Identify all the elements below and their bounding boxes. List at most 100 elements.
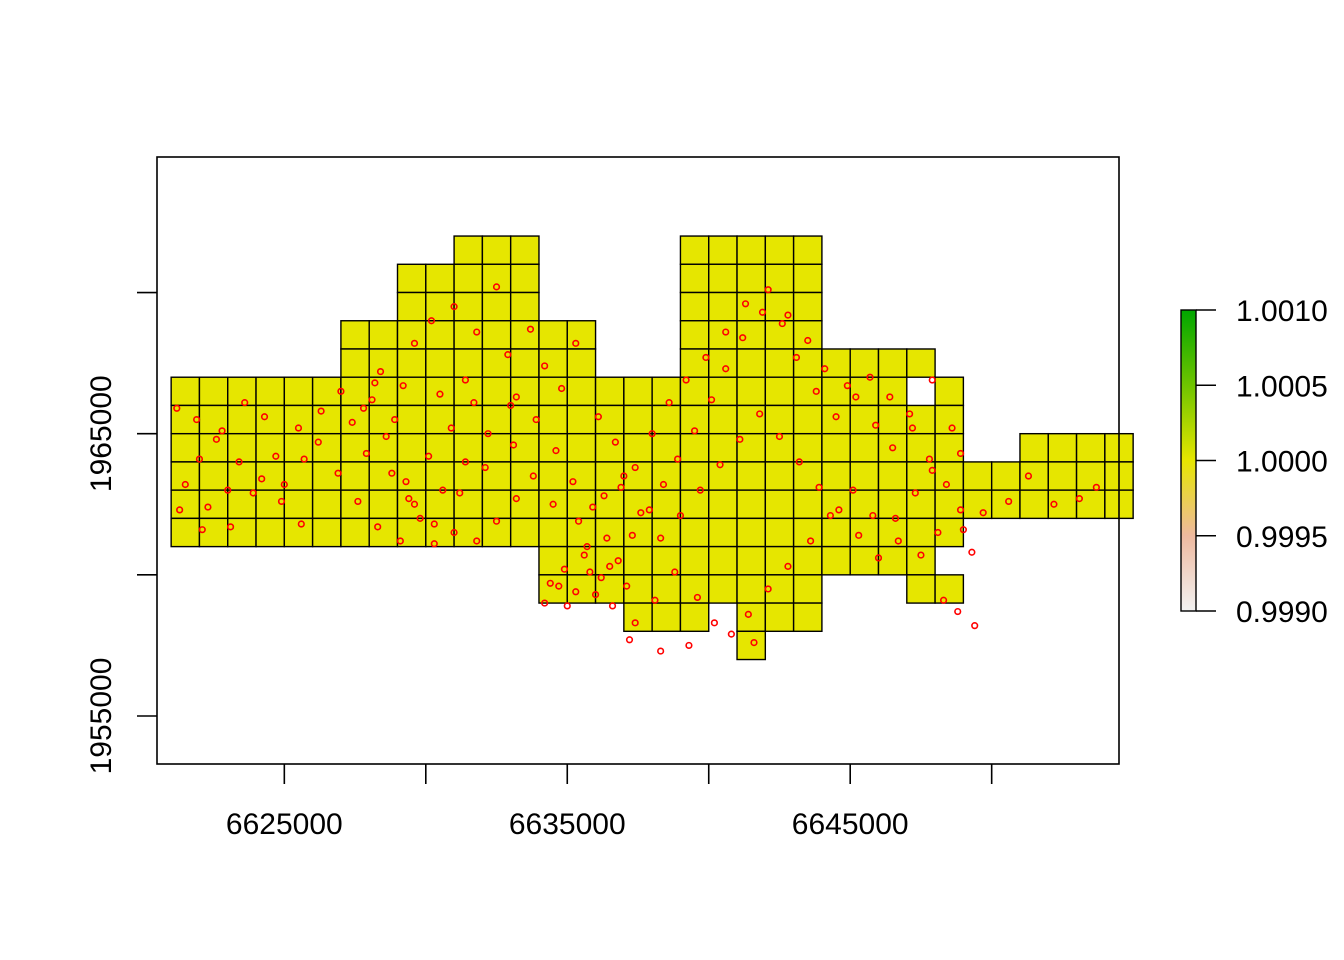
data-point (396, 537, 404, 545)
x-tick-label: 6645000 (792, 808, 909, 841)
raster-cell (764, 348, 795, 378)
legend-tick-label: 1.0005 (1236, 370, 1328, 403)
raster-cell (764, 263, 795, 294)
data-point (784, 311, 792, 319)
raster-cell (227, 489, 257, 520)
data-point (756, 410, 764, 418)
raster-cell (651, 461, 682, 491)
raster-cell (311, 489, 342, 520)
data-point (948, 424, 956, 432)
raster-cell (396, 376, 427, 407)
data-point (391, 415, 399, 424)
raster-cell (509, 517, 540, 548)
data-point (193, 415, 201, 424)
raster-cell (679, 517, 710, 548)
data-point (1050, 500, 1058, 508)
data-point (685, 641, 693, 650)
raster-cell (566, 320, 597, 350)
raster-cell (821, 432, 851, 463)
raster-cell (170, 432, 201, 463)
raster-cell (877, 432, 908, 463)
data-point (317, 407, 325, 415)
data-point (368, 396, 376, 404)
data-point (249, 489, 257, 497)
raster-cell (340, 348, 370, 378)
data-point (710, 619, 718, 627)
data-point (702, 353, 710, 362)
raster-cell (255, 517, 286, 548)
raster-cell (594, 461, 625, 491)
raster-cell (283, 489, 314, 520)
raster-cell (821, 348, 851, 378)
raster-cell (877, 376, 908, 407)
data-point (843, 382, 851, 390)
data-point (606, 562, 614, 570)
data-point (425, 452, 433, 460)
raster-cell (679, 291, 710, 322)
data-point (348, 418, 356, 426)
raster-cell (821, 376, 851, 407)
data-point (546, 579, 554, 587)
data-point (815, 483, 823, 491)
data-point (558, 384, 566, 393)
data-point (956, 449, 965, 458)
data-point (504, 351, 512, 359)
raster-cell (736, 348, 767, 378)
data-point (764, 585, 772, 593)
data-point (560, 565, 569, 573)
data-point (855, 531, 863, 539)
raster-cell (170, 489, 201, 520)
raster-cell (453, 291, 484, 322)
raster-cell (679, 602, 710, 633)
y-tick-label: 1965000 (85, 375, 118, 492)
data-point (258, 475, 266, 483)
data-point (792, 353, 801, 362)
raster-cell (792, 574, 823, 604)
raster-cell (906, 489, 936, 520)
raster-cell (934, 517, 965, 548)
raster-cell (481, 348, 512, 378)
raster-cell (396, 263, 427, 294)
raster-cell (792, 235, 823, 265)
data-point (736, 435, 744, 443)
data-point (925, 455, 934, 463)
data-point (591, 591, 600, 599)
data-point (410, 500, 419, 508)
raster-cell (906, 574, 936, 604)
data-point (484, 430, 492, 438)
raster-cell (764, 291, 795, 322)
data-point (758, 308, 767, 316)
raster-cell (566, 348, 597, 378)
data-point (954, 607, 962, 616)
raster-cell (198, 461, 229, 491)
data-point (889, 444, 897, 452)
raster-cell (453, 461, 484, 491)
y-axis: 1955000 1965000 (85, 291, 157, 774)
data-point (674, 455, 682, 463)
raster-cell (538, 404, 568, 435)
raster-cell (340, 404, 370, 435)
raster-cell (1075, 489, 1106, 520)
data-point (866, 373, 874, 381)
raster-cell (594, 574, 625, 604)
plot-frame (156, 156, 1120, 765)
data-point (628, 531, 636, 539)
raster-cell (227, 432, 257, 463)
raster-cell (340, 432, 370, 463)
data-point (204, 503, 212, 511)
data-point (623, 582, 631, 590)
raster-cell (509, 235, 540, 265)
raster-cell (736, 432, 767, 463)
raster-cell (679, 376, 710, 407)
data-point (541, 362, 549, 370)
raster-cell (736, 376, 767, 407)
raster-cell (425, 461, 455, 491)
raster-cell (877, 489, 908, 520)
raster-cell (509, 489, 540, 520)
raster-cell (708, 320, 738, 350)
raster-cell (538, 461, 568, 491)
raster-cell (396, 517, 427, 548)
raster-cell (623, 517, 653, 548)
raster-cell (538, 545, 568, 576)
raster-cell (170, 517, 201, 548)
